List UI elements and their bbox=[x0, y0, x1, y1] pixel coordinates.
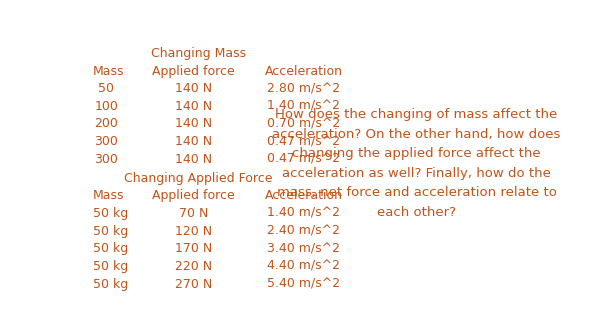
Text: 140 N: 140 N bbox=[175, 117, 212, 131]
Text: 200: 200 bbox=[94, 117, 118, 131]
Text: Changing Applied Force: Changing Applied Force bbox=[124, 172, 272, 185]
Text: Mass: Mass bbox=[93, 65, 124, 78]
Text: 3.40 m/s^2: 3.40 m/s^2 bbox=[267, 242, 340, 255]
Text: 1.40 m/s^2: 1.40 m/s^2 bbox=[267, 207, 340, 220]
Text: How does the changing of mass affect the
acceleration? On the other hand, how do: How does the changing of mass affect the… bbox=[272, 108, 561, 219]
Text: 140 N: 140 N bbox=[175, 82, 212, 95]
Text: 0.47 m/s^2: 0.47 m/s^2 bbox=[267, 135, 340, 148]
Text: Applied force: Applied force bbox=[152, 65, 235, 78]
Text: 50 kg: 50 kg bbox=[93, 207, 127, 220]
Text: 50 kg: 50 kg bbox=[93, 225, 127, 238]
Text: 1.40 m/s^2: 1.40 m/s^2 bbox=[267, 100, 340, 113]
Text: 5.40 m/s^2: 5.40 m/s^2 bbox=[267, 278, 340, 290]
Text: 100: 100 bbox=[94, 100, 118, 113]
Text: 50 kg: 50 kg bbox=[93, 242, 127, 255]
Text: 70 N: 70 N bbox=[179, 207, 208, 220]
Text: 0.47 m/s^2: 0.47 m/s^2 bbox=[267, 153, 340, 166]
Text: 0.70 m/s^2: 0.70 m/s^2 bbox=[267, 117, 340, 131]
Text: 140 N: 140 N bbox=[175, 135, 212, 148]
Text: Mass: Mass bbox=[93, 189, 124, 202]
Text: 2.80 m/s^2: 2.80 m/s^2 bbox=[267, 82, 340, 95]
Text: 170 N: 170 N bbox=[175, 242, 212, 255]
Text: 300: 300 bbox=[94, 153, 118, 166]
Text: 270 N: 270 N bbox=[175, 278, 212, 290]
Text: Acceleration: Acceleration bbox=[265, 189, 343, 202]
Text: 50 kg: 50 kg bbox=[93, 278, 127, 290]
Text: 140 N: 140 N bbox=[175, 153, 212, 166]
Text: 4.40 m/s^2: 4.40 m/s^2 bbox=[267, 260, 340, 273]
Text: 50 kg: 50 kg bbox=[93, 260, 127, 273]
Text: 220 N: 220 N bbox=[175, 260, 212, 273]
Text: 50: 50 bbox=[98, 82, 114, 95]
Text: 140 N: 140 N bbox=[175, 100, 212, 113]
Text: Acceleration: Acceleration bbox=[265, 65, 343, 78]
Text: 2.40 m/s^2: 2.40 m/s^2 bbox=[267, 225, 340, 238]
Text: Applied force: Applied force bbox=[152, 189, 235, 202]
Text: 120 N: 120 N bbox=[175, 225, 212, 238]
Text: 300: 300 bbox=[94, 135, 118, 148]
Text: Changing Mass: Changing Mass bbox=[151, 47, 246, 60]
